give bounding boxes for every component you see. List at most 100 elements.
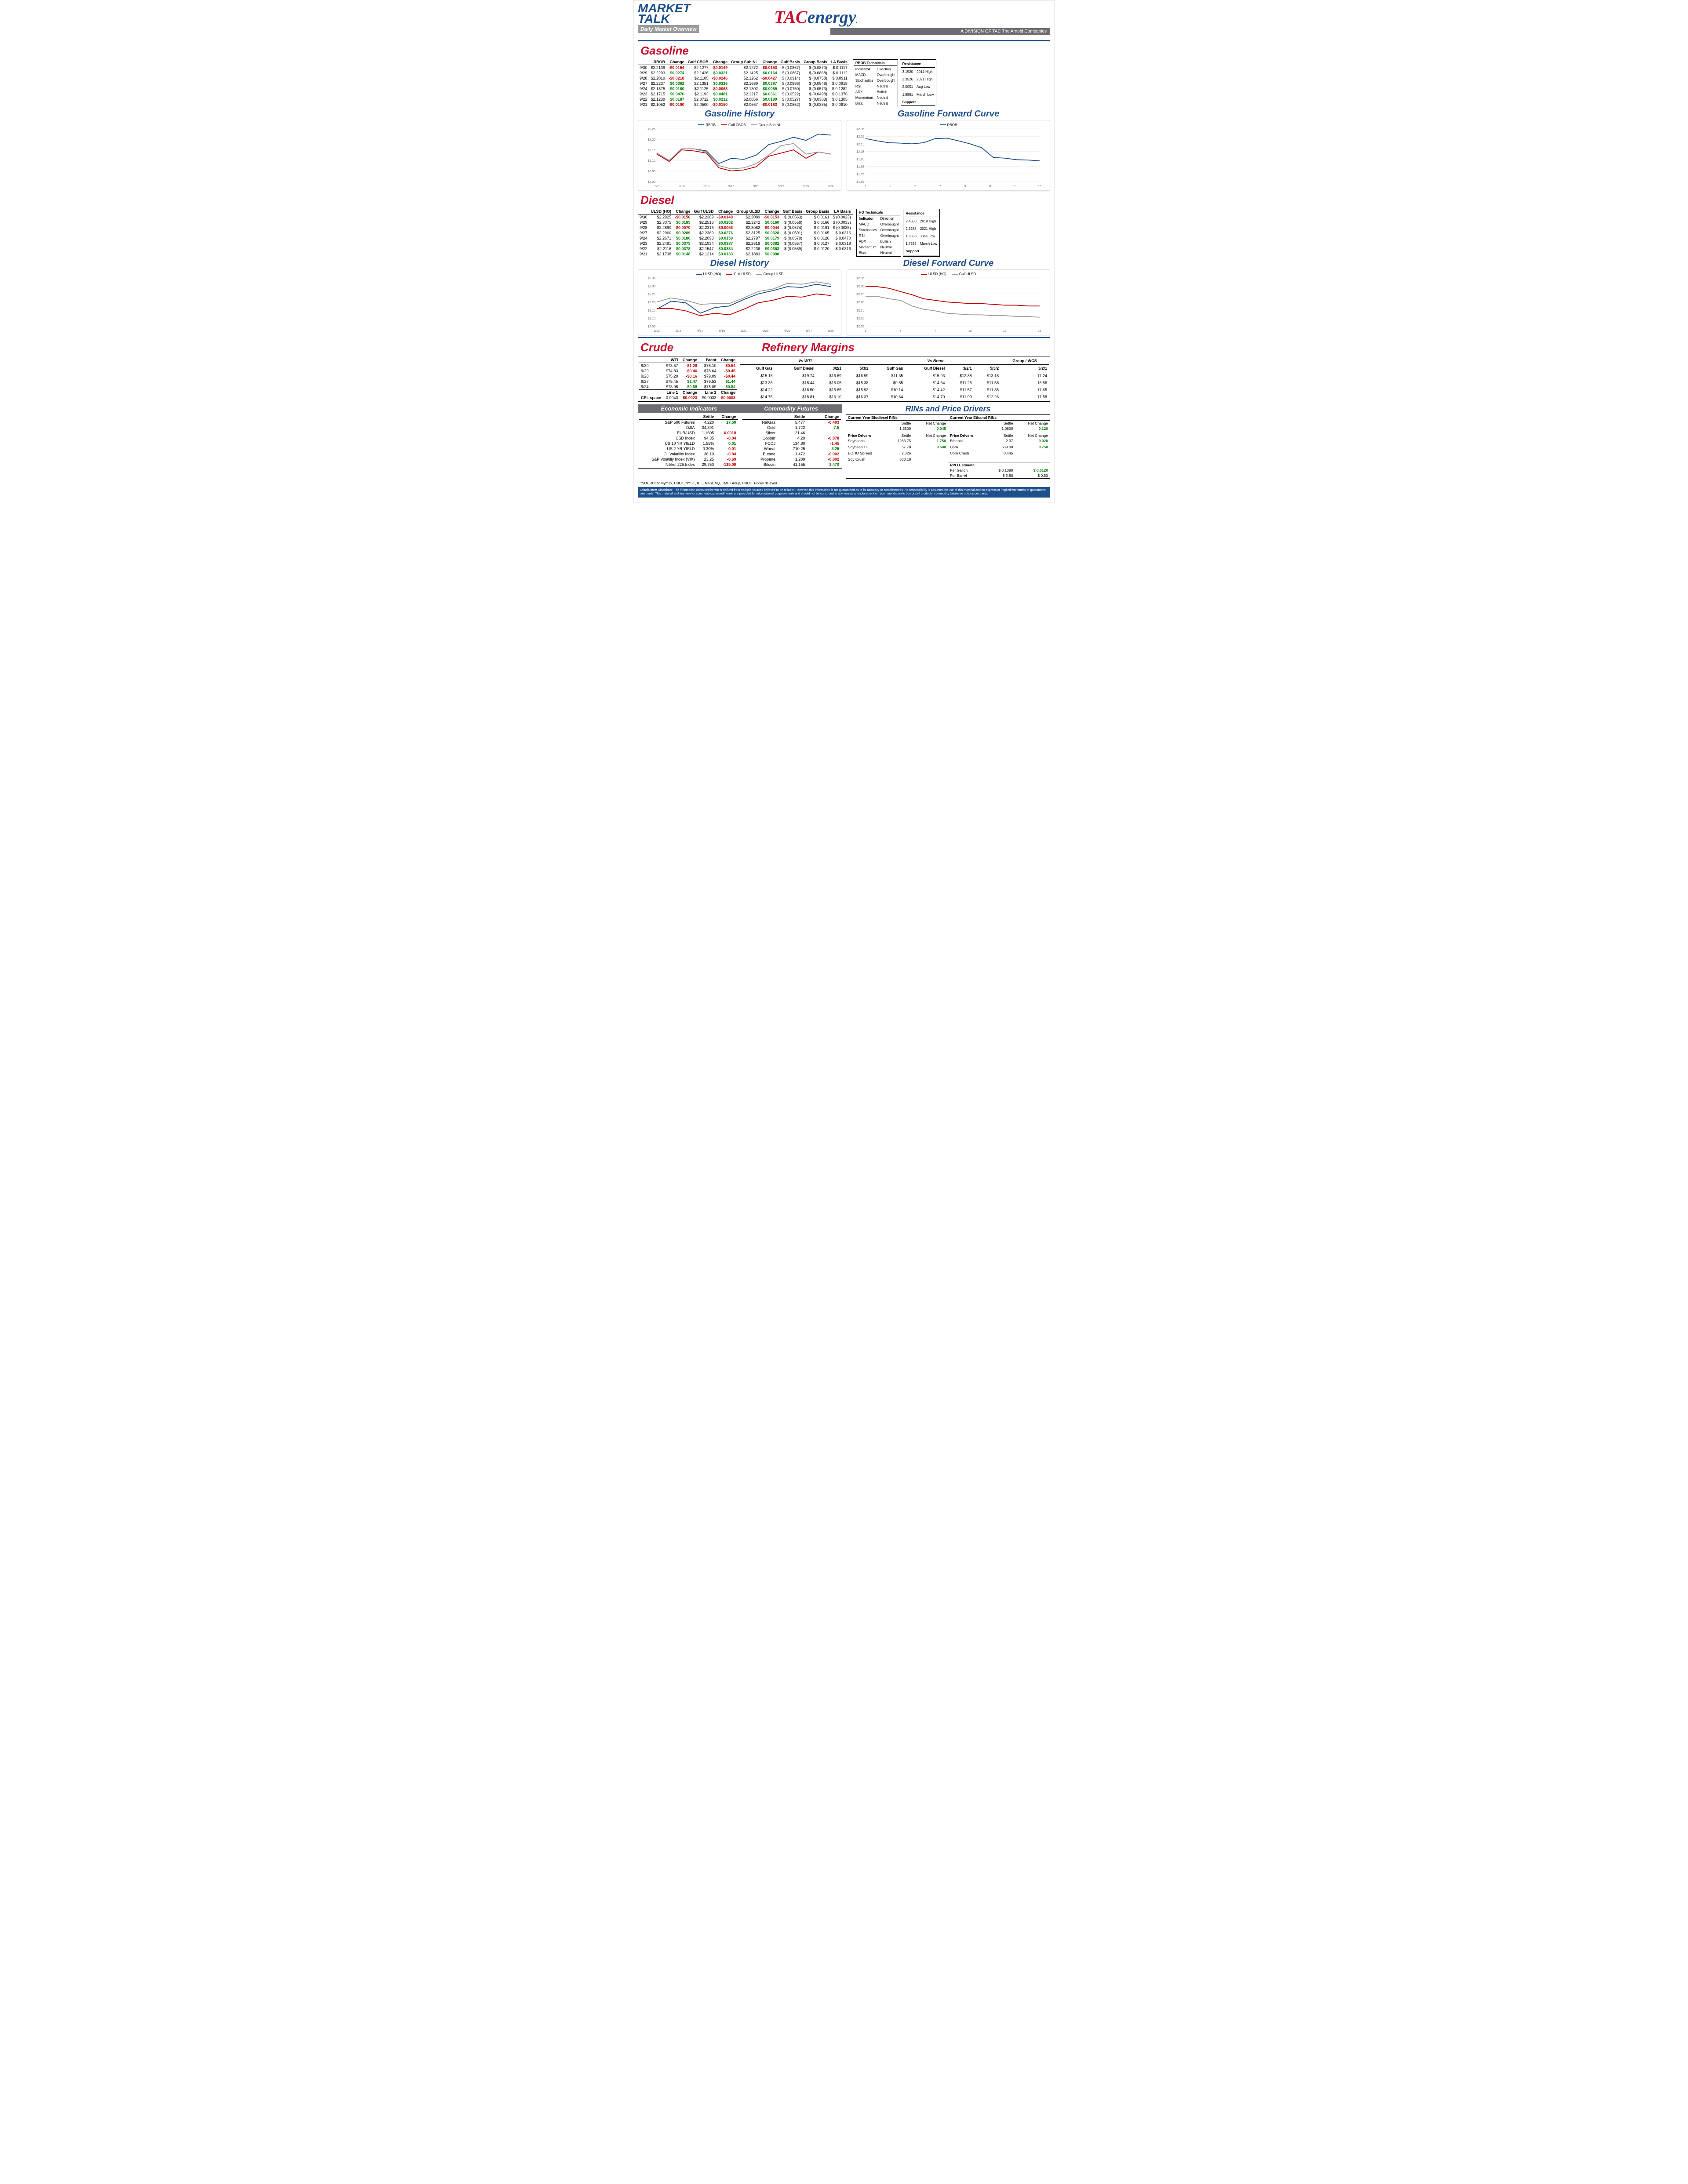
diesel-row: ULSD (HO)ChangeGulf ULSDChangeGroup ULSD…	[638, 209, 1050, 257]
svg-text:9/28: 9/28	[828, 185, 833, 188]
svg-text:$2.25: $2.25	[648, 128, 655, 131]
svg-text:4: 4	[899, 330, 901, 333]
svg-text:$2.05: $2.05	[856, 150, 864, 153]
gasoline-charts: Gasoline History RBOBGulf CBOBGroup Sub …	[638, 107, 1050, 191]
commod-table: SettleChangeNatGas5.477-0.403Gold1,7227.…	[742, 414, 841, 467]
gasoline-forward-chart: RBOB $1.65$1.75$1.85$1.95$2.05$2.15$2.25…	[847, 120, 1050, 191]
gasoline-title: Gasoline	[640, 44, 1050, 58]
diesel-forward-wrap: Diesel Forward Curve ULSD (HO)Gulf ULSD …	[847, 257, 1050, 336]
gasoline-forward-svg: $1.65$1.75$1.85$1.95$2.05$2.15$2.25$2.35…	[849, 127, 1042, 189]
svg-text:$2.10: $2.10	[856, 317, 864, 320]
market-talk-logo: MARKET TALK Daily Market Overview	[638, 3, 699, 33]
svg-text:13: 13	[1003, 330, 1007, 333]
svg-text:9/13: 9/13	[703, 185, 709, 188]
svg-text:$1.85: $1.85	[856, 165, 864, 168]
svg-text:$2.15: $2.15	[856, 143, 864, 146]
svg-text:1: 1	[865, 330, 866, 333]
econ-commod-wrap: Economic Indicators Commodity Futures Se…	[638, 404, 842, 479]
svg-text:$2.25: $2.25	[648, 293, 655, 296]
svg-text:$2.15: $2.15	[856, 309, 864, 312]
diesel-history-wrap: Diesel History ULSD (HO)Gulf ULSDGroup U…	[638, 257, 841, 336]
svg-text:9/7: 9/7	[655, 185, 659, 188]
svg-text:9/19: 9/19	[753, 185, 759, 188]
svg-text:$2.30: $2.30	[648, 285, 655, 288]
svg-text:9/25: 9/25	[803, 185, 809, 188]
svg-text:9/16: 9/16	[728, 185, 735, 188]
diesel-forward-svg: $2.05$2.10$2.15$2.20$2.25$2.30$2.3514710…	[849, 276, 1042, 333]
svg-text:7: 7	[939, 185, 941, 188]
gasoline-history-wrap: Gasoline History RBOBGulf CBOBGroup Sub …	[638, 107, 841, 191]
gasoline-table: RBOBChangeGulf CBOBChangeGroup Sub NLCha…	[638, 59, 849, 107]
gasoline-history-legend: RBOBGulf CBOBGroup Sub NL	[640, 122, 839, 127]
svg-text:9/15: 9/15	[676, 330, 682, 333]
svg-text:9/21: 9/21	[741, 330, 747, 333]
svg-text:10: 10	[968, 330, 972, 333]
ho-technicals: HO TechnicalsIndicatorDirectionMACDOverb…	[856, 209, 902, 257]
svg-text:$2.25: $2.25	[856, 293, 864, 296]
refinery-table: Vs WTIVs BrentGroup / WCSGulf GasGulf Di…	[740, 357, 1049, 400]
svg-text:7: 7	[934, 330, 936, 333]
commod-title: Commodity Futures	[740, 404, 843, 413]
gasoline-row: RBOBChangeGulf CBOBChangeGroup Sub NLCha…	[638, 59, 1050, 107]
diesel-resistance: Resistance2.45002018 High2.32882021 High…	[903, 209, 940, 257]
svg-text:9/23: 9/23	[763, 330, 769, 333]
svg-text:3: 3	[890, 185, 891, 188]
svg-text:$2.00: $2.00	[648, 181, 655, 184]
svg-text:9/25: 9/25	[784, 330, 790, 333]
diesel-history-svg: $2.05 $2.10 $2.15 $2.20 $2.25 $2.30 $2.35 9/13 9…	[640, 276, 833, 333]
svg-text:$2.20: $2.20	[648, 301, 655, 304]
svg-text:$1.75: $1.75	[856, 173, 864, 176]
diesel-forward-chart: ULSD (HO)Gulf ULSD $2.05$2.10$2.15$2.20$…	[847, 269, 1050, 336]
econ-table: SettleChangeS&P 500 Futures4,22017.50DJI…	[639, 414, 738, 467]
diesel-title: Diesel	[640, 193, 1050, 207]
rbob-technicals: RBOB TechnicalsIndicatorDirectionMACDOve…	[853, 59, 898, 107]
svg-text:13: 13	[1013, 185, 1017, 188]
gasoline-history-svg: $2.00$2.05$2.10$2.15$2.20$2.259/79/109/1…	[640, 127, 833, 189]
diesel-history-chart: ULSD (HO)Gulf ULSDGroup ULSD $2.05$2.10$…	[638, 269, 841, 336]
svg-text:9/10: 9/10	[679, 185, 685, 188]
subtitle: Daily Market Overview	[638, 25, 699, 33]
econ-commod-box: SettleChangeS&P 500 Futures4,22017.50DJI…	[638, 413, 842, 469]
diesel-charts: Diesel History ULSD (HO)Gulf ULSDGroup U…	[638, 257, 1050, 336]
svg-text:$2.15: $2.15	[648, 309, 655, 312]
diesel-table: ULSD (HO)ChangeGulf ULSDChangeGroup ULSD…	[638, 209, 853, 257]
svg-text:9/27: 9/27	[806, 330, 812, 333]
bottom-row: Economic Indicators Commodity Futures Se…	[638, 404, 1050, 479]
svg-text:$2.10: $2.10	[648, 317, 655, 320]
svg-text:9/22: 9/22	[778, 185, 784, 188]
diesel-history-title: Diesel History	[638, 258, 841, 269]
svg-text:9: 9	[964, 185, 966, 188]
svg-text:$2.20: $2.20	[856, 301, 864, 304]
econ-title: Economic Indicators	[638, 404, 740, 413]
diesel-forward-legend: ULSD (HO)Gulf ULSD	[849, 272, 1048, 276]
gasoline-history-chart: RBOBGulf CBOBGroup Sub NL $2.00$2.05$2.1…	[638, 120, 841, 191]
svg-text:9/17: 9/17	[697, 330, 703, 333]
rins-wrap: RINs and Price Drivers Current Year Biod…	[846, 404, 1050, 479]
disclaimer: Disclaimer: Disclaimer: The information …	[638, 487, 1050, 498]
crude-table: WTIChangeBrentChange9/30$73.57-$1.26$78.…	[639, 357, 737, 400]
svg-text:16: 16	[1038, 330, 1041, 333]
crude-refinery-box: WTIChangeBrentChange9/30$73.57-$1.26$78.…	[638, 356, 1050, 402]
logo-talk: TALK	[638, 14, 699, 24]
svg-text:$1.95: $1.95	[856, 158, 864, 161]
division-text: A DIVISION OF TAC The Arnold Companies	[830, 28, 1050, 35]
svg-text:5: 5	[914, 185, 916, 188]
svg-text:$2.05: $2.05	[648, 325, 655, 328]
disclaimer-text: Disclaimer: The information contained he…	[640, 489, 1046, 495]
diesel-history-legend: ULSD (HO)Gulf ULSDGroup ULSD	[640, 272, 839, 276]
diesel-forward-title: Diesel Forward Curve	[847, 258, 1050, 269]
svg-text:1: 1	[865, 185, 866, 188]
svg-text:$2.15: $2.15	[648, 149, 655, 152]
svg-text:$2.20: $2.20	[648, 138, 655, 142]
tac-logo: TACenergy.	[774, 7, 858, 27]
econ-commod-headers: Economic Indicators Commodity Futures	[638, 404, 842, 413]
crude-refinery-header: Crude Refinery Margins	[638, 340, 1050, 356]
rule-2	[638, 337, 1050, 338]
svg-text:$2.35: $2.35	[648, 277, 655, 280]
page: MARKET TALK Daily Market Overview TACene…	[633, 0, 1055, 502]
gasoline-history-title: Gasoline History	[638, 109, 841, 119]
svg-text:$1.65: $1.65	[856, 181, 864, 184]
svg-text:9/13: 9/13	[654, 330, 660, 333]
svg-text:$2.35: $2.35	[856, 128, 864, 131]
gasoline-forward-title: Gasoline Forward Curve	[847, 109, 1050, 119]
